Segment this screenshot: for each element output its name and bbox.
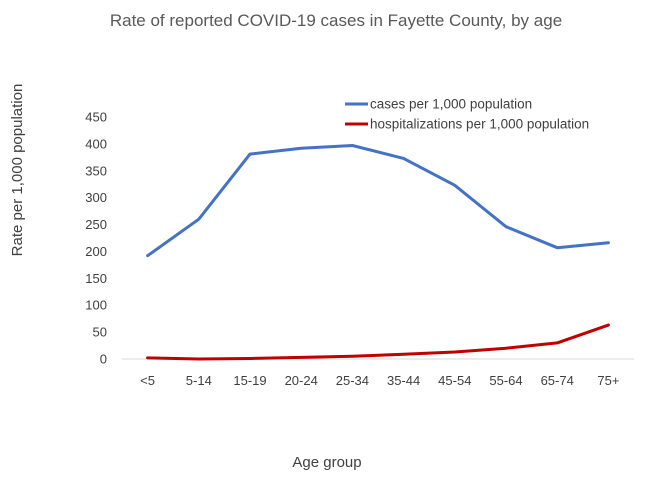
x-tick-label: 15-19 <box>233 373 266 388</box>
legend-label: hospitalizations per 1,000 population <box>370 117 589 132</box>
y-axis-ticks: 0 50 100 150 200 250 300 350 400 450 <box>85 110 107 367</box>
x-tick-label: 35-44 <box>387 373 420 388</box>
y-tick-label: 150 <box>85 271 107 286</box>
y-tick-label: 250 <box>85 217 107 232</box>
x-tick-label: 55-64 <box>489 373 522 388</box>
x-tick-label: 65-74 <box>541 373 574 388</box>
x-tick-label: <5 <box>140 373 155 388</box>
y-tick-label: 300 <box>85 190 107 205</box>
x-tick-label: 25-34 <box>336 373 369 388</box>
x-tick-label: 75+ <box>597 373 619 388</box>
y-tick-label: 350 <box>85 163 107 178</box>
y-tick-label: 450 <box>85 110 107 125</box>
y-tick-label: 100 <box>85 298 107 313</box>
series-line-1 <box>146 144 610 258</box>
x-tick-label: 20-24 <box>285 373 318 388</box>
x-tick-label: 5-14 <box>186 373 212 388</box>
x-axis-title: Age group <box>292 454 361 471</box>
y-tick-label: 0 <box>100 352 107 367</box>
legend: cases per 1,000 population hospitalizatio… <box>345 97 589 132</box>
y-tick-label: 400 <box>85 136 107 151</box>
y-axis-title: Rate per 1,000 population <box>9 84 26 257</box>
chart-title: Rate of reported COVID-19 cases in Fayet… <box>110 11 562 30</box>
y-tick-label: 200 <box>85 244 107 259</box>
series-layer <box>146 144 610 361</box>
y-tick-label: 50 <box>93 325 107 340</box>
x-tick-label: 45-54 <box>438 373 471 388</box>
series-line-2 <box>146 323 610 361</box>
x-axis-ticks: <5 5-14 15-19 20-24 25-34 35-44 45-54 55-64 65-7… <box>140 373 619 388</box>
legend-label: cases per 1,000 population <box>370 97 532 112</box>
